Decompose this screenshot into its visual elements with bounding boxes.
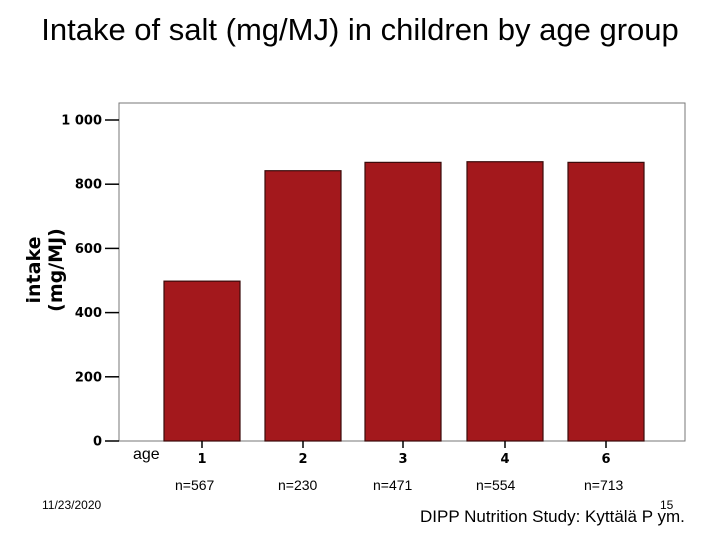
y-tick-label: 600 (75, 242, 102, 257)
x-tick-label: 4 (500, 452, 509, 467)
sample-size-label: n=713 (584, 477, 624, 493)
y-tick-label: 400 (75, 306, 102, 321)
sample-size-label: n=471 (373, 477, 413, 493)
sample-size-label: n=230 (278, 477, 318, 493)
bar (466, 161, 544, 442)
bar (364, 161, 442, 442)
x-tick-label: 2 (298, 452, 307, 467)
bar (163, 280, 241, 442)
bar (264, 170, 342, 442)
y-tick-label: 0 (93, 435, 102, 450)
x-tick-label: 3 (398, 452, 407, 467)
bar (567, 161, 645, 442)
slide-date: 11/23/2020 (42, 498, 102, 512)
y-tick-label: 1 000 (61, 114, 102, 129)
x-tick-label: 6 (601, 452, 610, 467)
sample-size-label: n=554 (476, 477, 516, 493)
y-tick-label: 200 (75, 370, 102, 385)
footer-citation: DIPP Nutrition Study: Kyttälä P ym. (420, 507, 685, 526)
y-axis-label: intake (mg/MJ) (23, 228, 67, 312)
chart-title: Intake of salt (mg/MJ) in children by ag… (41, 12, 679, 47)
x-axis-label: age (133, 446, 160, 463)
slide-number: 15 (660, 498, 674, 512)
x-tick-label: 1 (197, 452, 206, 467)
y-tick-label: 800 (75, 178, 102, 193)
sample-size-label: n=567 (175, 477, 215, 493)
